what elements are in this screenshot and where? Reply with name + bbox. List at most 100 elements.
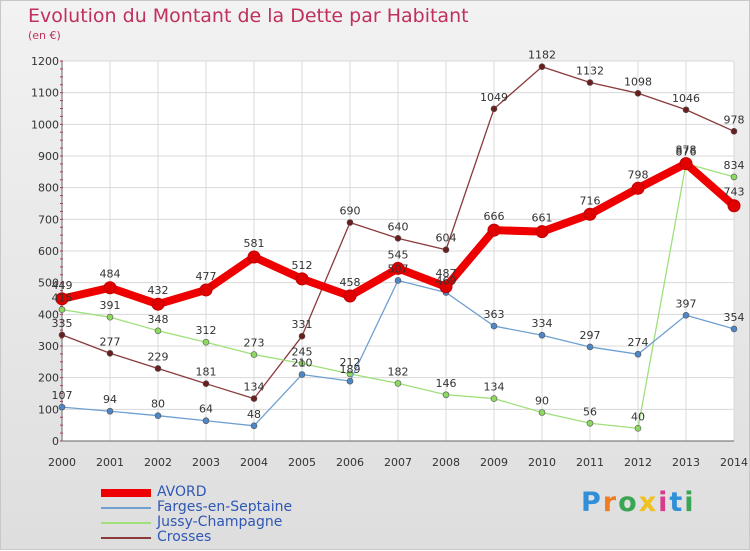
- data-point: [298, 360, 306, 367]
- y-tick-label: 600: [38, 245, 59, 258]
- data-label: 581: [244, 237, 265, 250]
- data-point: [586, 79, 594, 86]
- data-label: 1049: [480, 91, 508, 104]
- data-label: 487: [436, 267, 457, 280]
- x-tick-label: 2005: [288, 456, 316, 469]
- x-tick-label: 2010: [528, 456, 556, 469]
- data-label: 277: [100, 335, 121, 348]
- data-point: [295, 272, 309, 286]
- data-point: [538, 409, 546, 416]
- data-point: [439, 280, 453, 294]
- data-label: 469: [436, 274, 457, 287]
- data-point: [247, 250, 261, 264]
- data-point: [634, 90, 642, 97]
- y-tick-label: 1100: [31, 87, 59, 100]
- data-label: 134: [484, 381, 505, 394]
- legend-swatch: [101, 522, 151, 524]
- logo-letter: r: [602, 487, 619, 518]
- y-tick-label: 0: [52, 435, 59, 448]
- data-label: 273: [244, 337, 265, 350]
- data-point: [250, 422, 258, 430]
- data-label: 1046: [672, 92, 700, 105]
- y-tick-label: 700: [38, 213, 59, 226]
- data-point: [730, 173, 738, 181]
- data-label: 878: [676, 144, 697, 157]
- data-label: 354: [724, 311, 745, 324]
- data-label: 90: [535, 395, 549, 408]
- data-point: [250, 351, 258, 358]
- data-point: [538, 63, 546, 70]
- data-label: 484: [100, 268, 121, 281]
- data-point: [394, 235, 402, 242]
- data-label: 94: [103, 393, 117, 406]
- logo-letter: o: [618, 487, 639, 518]
- data-point: [682, 311, 690, 319]
- data-label: 146: [436, 377, 457, 390]
- data-label: 348: [148, 313, 169, 326]
- data-label: 334: [532, 317, 553, 330]
- data-point: [586, 343, 594, 351]
- logo-letter: i: [684, 487, 696, 518]
- data-label: 391: [100, 299, 121, 312]
- data-label: 666: [484, 210, 505, 223]
- data-point: [535, 225, 549, 239]
- data-point: [202, 380, 210, 387]
- data-point: [298, 371, 306, 378]
- data-label: 1132: [576, 65, 604, 78]
- data-point: [442, 391, 450, 399]
- y-tick-label: 1000: [31, 118, 59, 131]
- data-label: 312: [196, 324, 217, 337]
- data-label: 212: [340, 356, 361, 369]
- logo-letter: t: [669, 487, 685, 518]
- data-point: [58, 306, 66, 313]
- legend-label: Farges-en-Septaine: [157, 499, 293, 515]
- data-point: [343, 289, 357, 303]
- data-label: 743: [724, 186, 745, 199]
- y-tick-label: 1200: [31, 55, 59, 68]
- data-label: 415: [52, 292, 73, 305]
- data-label: 834: [724, 159, 745, 172]
- data-label: 229: [148, 350, 169, 363]
- x-tick-label: 2004: [240, 456, 268, 469]
- data-point: [103, 281, 117, 295]
- data-point: [487, 223, 501, 237]
- data-label: 507: [388, 262, 409, 275]
- data-label: 335: [52, 317, 73, 330]
- data-point: [391, 261, 405, 275]
- data-label: 56: [583, 405, 597, 418]
- data-label: 798: [628, 168, 649, 181]
- data-point: [442, 246, 450, 254]
- data-point: [586, 419, 594, 427]
- data-point: [490, 322, 498, 330]
- data-point: [727, 199, 741, 213]
- x-tick-label: 2006: [336, 456, 364, 469]
- data-label: 432: [148, 284, 169, 297]
- legend-label: Crosses: [157, 529, 212, 545]
- data-point: [682, 106, 690, 114]
- y-tick-label: 500: [38, 277, 59, 290]
- data-point: [58, 403, 66, 411]
- x-tick-label: 2014: [720, 456, 748, 469]
- data-label: 397: [676, 297, 697, 310]
- y-tick-label: 800: [38, 182, 59, 195]
- data-label: 134: [244, 381, 265, 394]
- data-point: [394, 277, 402, 284]
- legend-label: AVORD: [157, 484, 207, 500]
- data-point: [250, 395, 258, 402]
- data-label: 1182: [528, 49, 556, 62]
- data-label: 182: [388, 365, 409, 378]
- data-label: 189: [340, 363, 361, 376]
- data-point: [634, 350, 642, 358]
- data-label: 640: [388, 220, 409, 233]
- data-label: 545: [388, 248, 409, 261]
- y-tick-label: 300: [38, 340, 59, 353]
- data-point: [346, 219, 354, 226]
- data-point: [631, 181, 645, 195]
- data-point: [154, 327, 162, 335]
- data-label: 1098: [624, 75, 652, 88]
- data-label: 477: [196, 270, 217, 283]
- data-label: 604: [436, 232, 457, 245]
- data-point: [730, 128, 738, 135]
- data-label: 458: [340, 276, 361, 289]
